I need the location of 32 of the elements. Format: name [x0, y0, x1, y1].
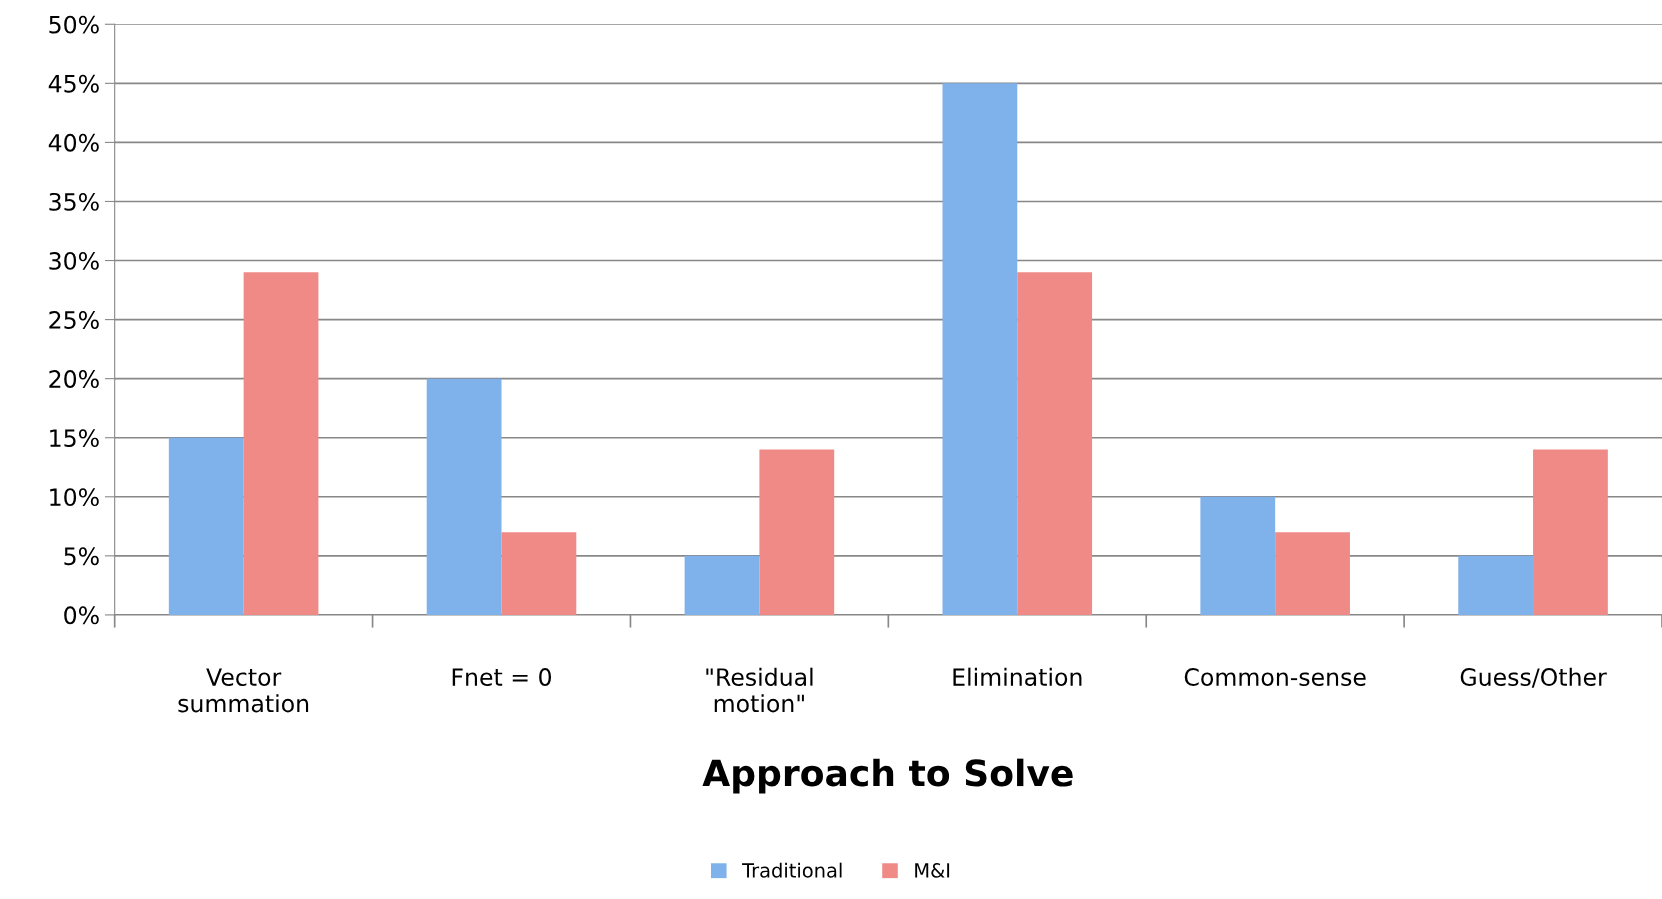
y-tick-label: 15% [50, 429, 99, 448]
bar [684, 555, 760, 615]
y-tick-label: 30% [49, 251, 99, 270]
x-tick-label: "Residual motion" [706, 667, 813, 713]
y-tick-label: 25% [49, 311, 99, 329]
y-tick-label: 5% [64, 547, 99, 566]
x-tick-label: Guess/Other [1460, 667, 1607, 688]
y-tick-label: 0% [64, 606, 99, 625]
bar [1458, 555, 1534, 615]
bar [759, 449, 835, 615]
bar [243, 272, 319, 615]
legend-label: M&I [915, 863, 950, 878]
y-tick-label: 10% [50, 488, 99, 507]
bar [1200, 496, 1276, 615]
y-tick-label: 20% [49, 370, 99, 388]
x-tick-label: Elimination [953, 667, 1082, 686]
bar [942, 83, 1018, 615]
x-tick-label: Common-sense [1184, 668, 1366, 686]
x-tick-label: Vector summation [178, 668, 309, 713]
x-tick-label: Fnet = 0 [452, 668, 552, 686]
legend-label: Traditional [742, 862, 842, 878]
bar [168, 437, 244, 615]
x-axis-title: Approach to Solve [702, 758, 1073, 794]
bar [1275, 532, 1350, 615]
bar [1017, 272, 1093, 615]
bar [501, 532, 577, 615]
bar [426, 378, 502, 615]
y-tick-label: 35% [49, 192, 99, 211]
y-tick-label: 50% [49, 15, 99, 34]
y-tick-label: 40% [48, 133, 99, 152]
bar [1533, 449, 1608, 615]
y-tick-label: 45% [48, 74, 99, 93]
